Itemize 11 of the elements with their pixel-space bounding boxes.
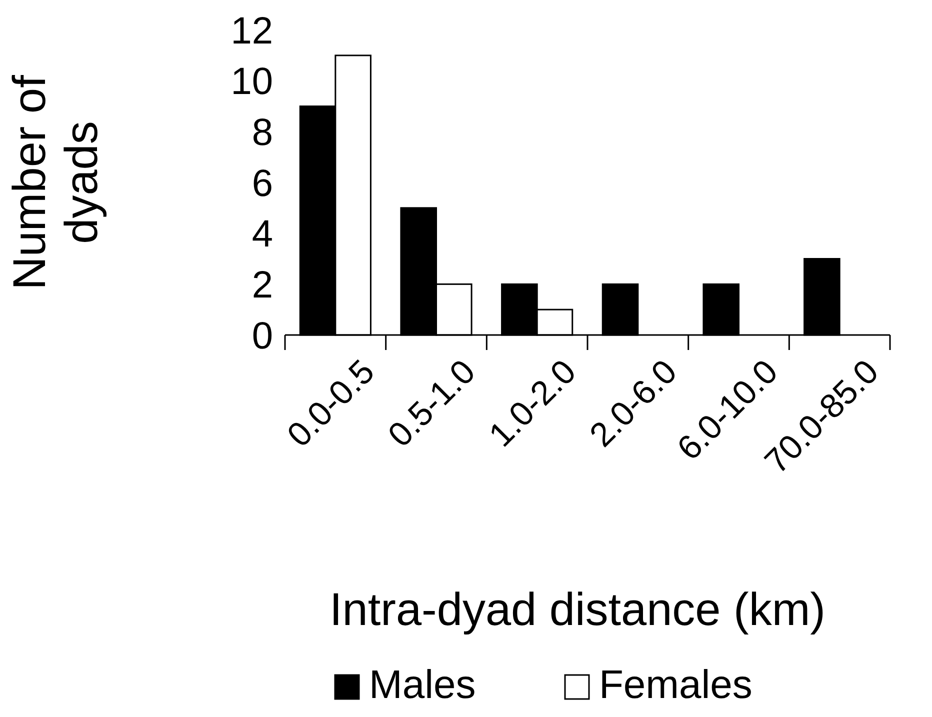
y-tick-label: 2	[252, 264, 273, 306]
y-tick-label: 8	[252, 112, 273, 154]
y-tick-label: 0	[252, 315, 273, 358]
y-tick-label: 6	[252, 162, 273, 205]
y-tick-label: 12	[230, 10, 273, 52]
y-tick-label: 4	[252, 214, 273, 256]
x-axis-title: Intra-dyad distance (km)	[330, 583, 826, 635]
y-tick-label: 10	[230, 61, 273, 104]
y-axis-title: Number of dyads	[3, 74, 107, 290]
legend-label: Females	[599, 663, 752, 707]
legend-label: Males	[369, 663, 476, 707]
